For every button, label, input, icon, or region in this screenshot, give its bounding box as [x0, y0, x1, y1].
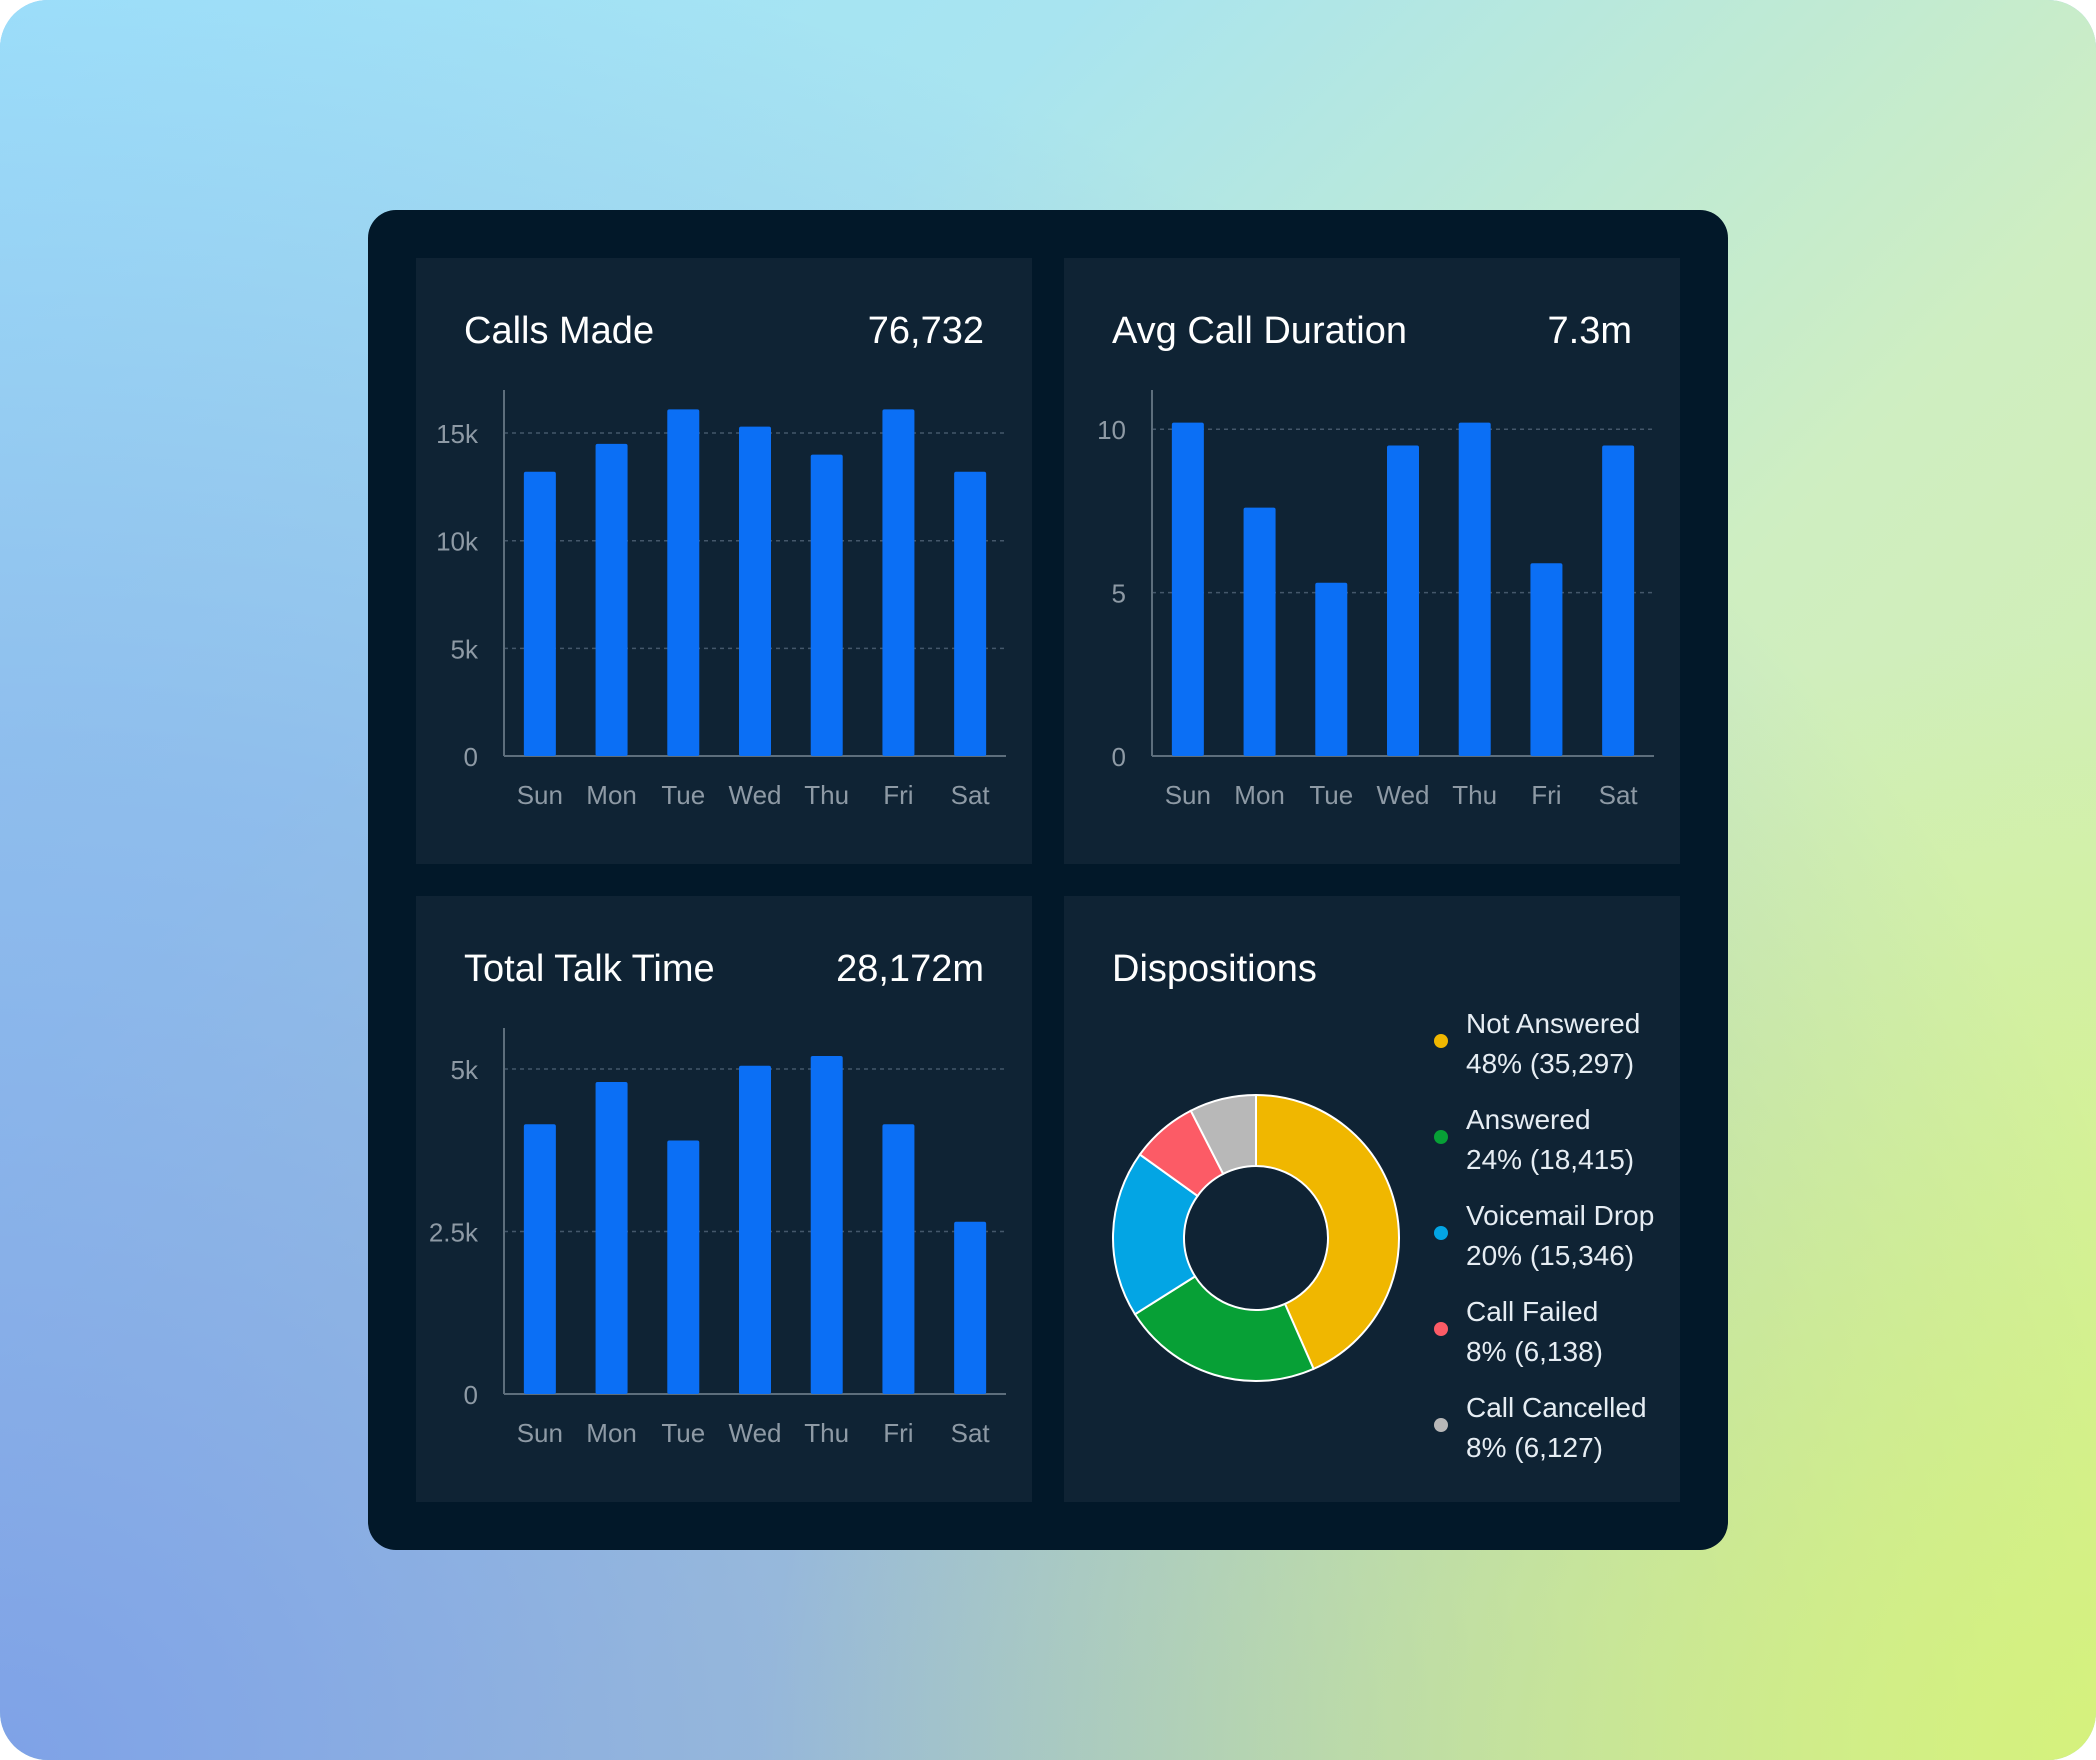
calls-made-card: Calls Made 76,732 0 5k 10k 15k Sun Mon Tue Wed T…	[416, 258, 1032, 864]
slice-answered	[1133, 1275, 1315, 1382]
x-tick-label: Tue	[661, 780, 705, 810]
y-tick-label: 0	[464, 1380, 478, 1410]
talk-time-total: 28,172m	[836, 948, 984, 990]
legend-value: 48% (35,297)	[1466, 1048, 1635, 1079]
x-tick-label: Mon	[1234, 780, 1285, 810]
bar-sun	[523, 471, 556, 756]
bar-thu	[810, 1055, 843, 1394]
bar-tue	[1315, 582, 1348, 756]
dispositions-title: Dispositions	[1112, 948, 1317, 990]
x-tick-label: Fri	[1531, 780, 1561, 810]
bar-tue	[667, 409, 700, 756]
calls-made-title: Calls Made	[464, 310, 655, 352]
slice-call-cancelled	[1189, 1093, 1257, 1176]
y-tick-label: 2.5k	[429, 1217, 479, 1247]
slice-not-answered	[1255, 1093, 1400, 1371]
y-tick-label: 10k	[436, 527, 479, 557]
dispositions-card: Dispositions Not Answered 48% (35,297) A…	[1064, 896, 1680, 1502]
legend-label: Call Failed	[1466, 1296, 1599, 1327]
x-tick-label: Mon	[586, 780, 637, 810]
x-tick-label: Fri	[883, 1418, 913, 1448]
legend-dot	[1434, 1418, 1448, 1432]
legend-dot	[1434, 1322, 1448, 1336]
y-tick-label: 5k	[451, 634, 479, 664]
legend-label: Answered	[1466, 1104, 1591, 1135]
avg-duration-chart: 0 5 10 Sun Mon Tue Wed Thu Fri Sat	[1097, 390, 1654, 810]
x-tick-label: Sun	[517, 780, 563, 810]
slice-voicemail-drop	[1112, 1153, 1199, 1316]
bar-mon	[595, 443, 628, 756]
x-tick-label: Wed	[729, 780, 782, 810]
bar-thu	[1458, 422, 1491, 756]
x-tick-label: Thu	[804, 1418, 849, 1448]
talk-time-chart: 0 2.5k 5k Sun Mon Tue Wed Thu Fri Sat	[429, 1028, 1006, 1448]
bar-sat	[1602, 445, 1635, 756]
talk-time-card: Total Talk Time 28,172m 0 2.5k 5k Sun Mon Tue…	[416, 896, 1032, 1502]
y-tick-label: 15k	[436, 419, 479, 449]
x-tick-label: Sat	[951, 780, 991, 810]
bar-wed	[1387, 445, 1419, 756]
legend-label: Call Cancelled	[1466, 1392, 1647, 1423]
x-tick-label: Sun	[517, 1418, 563, 1448]
bar-wed	[739, 426, 771, 756]
legend-dot	[1434, 1034, 1448, 1048]
bar-tue	[667, 1140, 700, 1394]
x-tick-label: Wed	[729, 1418, 782, 1448]
x-tick-label: Wed	[1377, 780, 1430, 810]
dashboard-panel: Calls Made 76,732 0 5k 10k 15k Sun Mon Tue Wed T…	[368, 210, 1728, 1550]
legend-label: Not Answered	[1466, 1008, 1641, 1039]
bar-sun	[1171, 422, 1204, 756]
bar-sat	[954, 471, 987, 756]
x-tick-label: Sat	[951, 1418, 991, 1448]
y-tick-label: 5k	[451, 1055, 479, 1085]
bar-thu	[810, 454, 843, 756]
legend-value: 20% (15,346)	[1466, 1240, 1635, 1271]
x-tick-label: Sun	[1165, 780, 1211, 810]
legend-label: Voicemail Drop	[1466, 1200, 1655, 1231]
bar-mon	[1243, 507, 1276, 756]
legend-value: 24% (18,415)	[1466, 1144, 1635, 1175]
avg-duration-title: Avg Call Duration	[1112, 310, 1408, 352]
bar-wed	[739, 1065, 771, 1394]
x-tick-label: Sat	[1599, 780, 1639, 810]
y-tick-label: 5	[1112, 579, 1126, 609]
legend-dot	[1434, 1130, 1448, 1144]
calls-made-chart: 0 5k 10k 15k Sun Mon Tue Wed Thu Fri Sat	[436, 390, 1006, 810]
legend-value: 8% (6,138)	[1466, 1336, 1603, 1367]
y-tick-label: 0	[464, 742, 478, 772]
y-tick-label: 0	[1112, 742, 1126, 772]
bar-fri	[882, 1124, 915, 1394]
bar-sun	[523, 1124, 556, 1394]
bar-sat	[954, 1221, 987, 1394]
avg-duration-card: Avg Call Duration 7.3m 0 5 10 Sun Mon Tue Wed T…	[1064, 258, 1680, 864]
x-tick-label: Tue	[1309, 780, 1353, 810]
bar-fri	[1530, 563, 1563, 756]
x-tick-label: Thu	[1452, 780, 1497, 810]
x-tick-label: Fri	[883, 780, 913, 810]
calls-made-total: 76,732	[867, 310, 984, 352]
bar-mon	[595, 1081, 628, 1394]
avg-duration-total: 7.3m	[1547, 310, 1632, 352]
bar-fri	[882, 409, 915, 756]
x-tick-label: Mon	[586, 1418, 637, 1448]
legend-value: 8% (6,127)	[1466, 1432, 1603, 1463]
x-tick-label: Thu	[804, 780, 849, 810]
dispositions-donut-chart	[1112, 1093, 1400, 1382]
talk-time-title: Total Talk Time	[464, 948, 715, 990]
y-tick-label: 10	[1097, 415, 1126, 445]
legend-dot	[1434, 1226, 1448, 1240]
x-tick-label: Tue	[661, 1418, 705, 1448]
